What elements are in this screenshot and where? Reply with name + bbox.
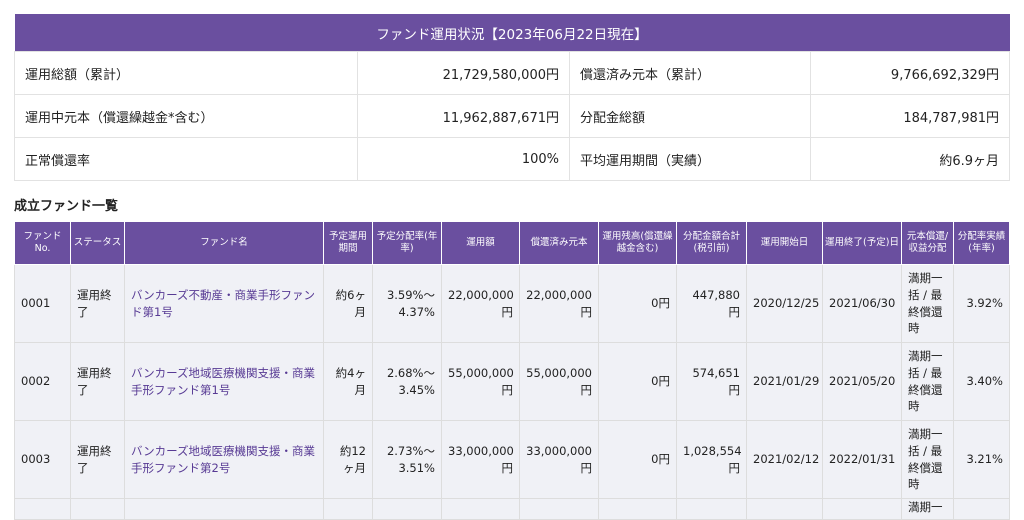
fund-cell: 55,000,000円	[519, 342, 599, 421]
summary-row: 正常償還率 100% 平均運用期間（実績） 約6.9ヶ月	[14, 137, 1011, 181]
column-header: 償還済み元本	[519, 221, 599, 265]
fund-cell: 22,000,000円	[519, 264, 599, 343]
summary-label: 正常償還率	[14, 137, 358, 181]
summary-row: 運用中元本（償還繰越金*含む） 11,962,887,671円 分配金総額 184,7…	[14, 94, 1011, 138]
fund-cell: 約4ヶ月	[323, 342, 373, 421]
fund-cell: 満期一	[901, 498, 954, 520]
fund-cell: 運用終了	[70, 264, 125, 343]
summary-label: 分配金総額	[569, 94, 811, 138]
fund-cell: 574,651円	[676, 342, 747, 421]
fund-cell: 2021/05/20	[822, 342, 902, 421]
column-header: 運用残高(償還繰越金含む)	[598, 221, 677, 265]
column-header: 運用額	[441, 221, 520, 265]
fund-cell: 3.40%	[953, 342, 1010, 421]
column-header: 予定運用期間	[323, 221, 373, 265]
fund-cell: 約12ヶ月	[323, 420, 373, 499]
summary-value: 100%	[357, 137, 570, 181]
fund-cell: 満期一括 / 最終償還時	[901, 420, 954, 499]
fund-cell	[441, 498, 520, 520]
fund-row-partial: 満期一	[14, 498, 1010, 520]
fund-cell: 1,028,554円	[676, 420, 747, 499]
fund-cell: 3.92%	[953, 264, 1010, 343]
fund-cell: 0円	[598, 420, 677, 499]
column-header: 運用終了(予定)日	[822, 221, 902, 265]
fund-row: 0003 運用終了 バンカーズ地域医療機関支援・商業手形ファンド第2号 約12ヶ月 2.…	[14, 420, 1010, 499]
fund-cell: 2.68%〜3.45%	[372, 342, 442, 421]
column-header: 予定分配率(年率)	[372, 221, 442, 265]
column-header: ファンド名	[124, 221, 324, 265]
fund-cell: バンカーズ地域医療機関支援・商業手形ファンド第1号	[124, 342, 324, 421]
summary-value: 184,787,981円	[809, 94, 1011, 138]
fund-list-title: 成立ファンド一覧	[14, 199, 119, 214]
fund-cell	[519, 498, 599, 520]
fund-cell	[14, 498, 71, 520]
summary-label: 平均運用期間（実績）	[569, 137, 811, 181]
fund-cell: 55,000,000円	[441, 342, 520, 421]
fund-cell	[598, 498, 677, 520]
fund-cell: 2.73%〜3.51%	[372, 420, 442, 499]
fund-cell: 満期一括 / 最終償還時	[901, 342, 954, 421]
column-header: ステータス	[70, 221, 125, 265]
column-header: 分配金額合計(税引前)	[676, 221, 747, 265]
fund-cell: 約6ヶ月	[323, 264, 373, 343]
summary-value: 9,766,692,329円	[809, 51, 1011, 95]
summary-row: 運用総額（累計） 21,729,580,000円 償還済み元本（累計） 9,766,6…	[14, 51, 1011, 95]
summary-label: 運用総額（累計）	[14, 51, 358, 95]
fund-cell: 33,000,000円	[441, 420, 520, 499]
column-header: ファンドNo.	[14, 221, 71, 265]
fund-row: 0002 運用終了 バンカーズ地域医療機関支援・商業手形ファンド第1号 約4ヶ月 2.6…	[14, 342, 1010, 421]
fund-list-table: ファンドNo. ステータス ファンド名 予定運用期間 予定分配率(年率) 運用額 償還済み元…	[14, 221, 1010, 520]
summary-label: 運用中元本（償還繰越金*含む）	[14, 94, 358, 138]
fund-name-link[interactable]: バンカーズ地域医療機関支援・商業手形ファンド第1号	[131, 365, 315, 397]
column-header: 分配率実績(年率)	[953, 221, 1010, 265]
fund-cell: 2020/12/25	[746, 264, 823, 343]
summary-value: 約6.9ヶ月	[809, 137, 1011, 181]
fund-row: 0001 運用終了 バンカーズ不動産・商業手形ファンド第1号 約6ヶ月 3.59%〜4.…	[14, 264, 1010, 343]
fund-cell: 2022/01/31	[822, 420, 902, 499]
fund-cell: バンカーズ不動産・商業手形ファンド第1号	[124, 264, 324, 343]
fund-cell	[124, 498, 324, 520]
fund-cell: 3.59%〜4.37%	[372, 264, 442, 343]
fund-cell: 0003	[14, 420, 71, 499]
fund-cell: 0001	[14, 264, 71, 343]
fund-cell: 2021/01/29	[746, 342, 823, 421]
column-header: 元本償還/収益分配	[901, 221, 954, 265]
fund-cell: バンカーズ地域医療機関支援・商業手形ファンド第2号	[124, 420, 324, 499]
fund-cell: 3.21%	[953, 420, 1010, 499]
fund-cell: 運用終了	[70, 420, 125, 499]
fund-cell	[676, 498, 747, 520]
fund-cell	[372, 498, 442, 520]
fund-cell: 0円	[598, 264, 677, 343]
fund-cell	[746, 498, 823, 520]
fund-cell: 運用終了	[70, 342, 125, 421]
fund-cell: 22,000,000円	[441, 264, 520, 343]
summary-value: 21,729,580,000円	[357, 51, 570, 95]
fund-cell: 447,880円	[676, 264, 747, 343]
summary-value: 11,962,887,671円	[357, 94, 570, 138]
summary-label: 償還済み元本（累計）	[569, 51, 811, 95]
summary-title: ファンド運用状況【2023年06月22日現在】	[14, 14, 1010, 52]
fund-cell: 0円	[598, 342, 677, 421]
column-header: 運用開始日	[746, 221, 823, 265]
fund-cell	[822, 498, 902, 520]
fund-cell	[953, 498, 1010, 520]
fund-cell	[323, 498, 373, 520]
fund-status-summary: ファンド運用状況【2023年06月22日現在】 運用総額（累計） 21,729,5…	[14, 14, 1011, 181]
fund-cell	[70, 498, 125, 520]
fund-name-link[interactable]: バンカーズ地域医療機関支援・商業手形ファンド第2号	[131, 443, 315, 475]
fund-cell: 33,000,000円	[519, 420, 599, 499]
fund-name-link[interactable]: バンカーズ不動産・商業手形ファンド第1号	[131, 287, 315, 319]
fund-cell: 2021/06/30	[822, 264, 902, 343]
fund-cell: 2021/02/12	[746, 420, 823, 499]
fund-cell: 満期一括 / 最終償還時	[901, 264, 954, 343]
fund-cell: 0002	[14, 342, 71, 421]
